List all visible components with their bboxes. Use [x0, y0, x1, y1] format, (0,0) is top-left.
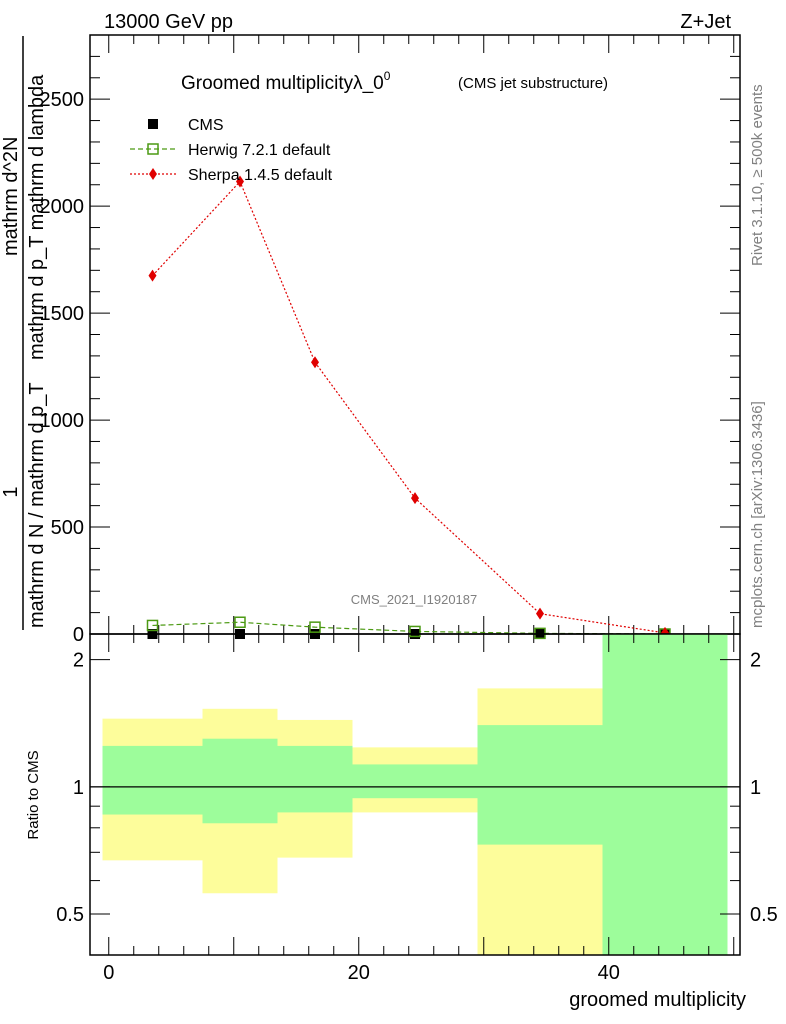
ratio-panel: 0.5 0.5 1 1 2 2 0 20 40: [56, 633, 778, 984]
main-yticks: 0 500 1000 1500 2000 2500: [40, 34, 740, 646]
main-ytick-label: 2000: [40, 196, 85, 218]
ylabel-denominator: mathrm d N / mathrm d p_T: [26, 382, 48, 628]
sherpa-point: [148, 269, 157, 282]
ratio-ytick-label-right: 1: [750, 777, 761, 799]
mcplots-label: mcplots.cern.ch [arXiv:1306.3436]: [749, 401, 766, 628]
herwig-point: [146, 619, 159, 632]
legend-sherpa: Sherpa 1.4.5 default: [130, 167, 333, 184]
ratio-frame: [89, 633, 741, 956]
ratio-ylabel: Ratio to CMS: [25, 750, 42, 839]
main-ytick-label: 1000: [40, 410, 85, 432]
ratio-xtick-label: 0: [103, 962, 114, 984]
legend-herwig: Herwig 7.2.1 default: [130, 142, 331, 159]
analysis-watermark: CMS_2021_I1920187: [351, 592, 478, 607]
main-panel: 0 500 1000 1500 2000 2500: [40, 34, 741, 646]
sherpa-point: [536, 607, 544, 620]
ratio-ytick-label: 0.5: [56, 904, 84, 926]
herwig-point: [147, 143, 159, 155]
ratio-xtick-label: 40: [598, 962, 620, 984]
ratio-band-inner: [102, 745, 203, 815]
ratio-xticks: 0 20 40: [103, 634, 735, 984]
chart-title: Groomed multiplicityλ_00: [181, 69, 391, 94]
ylabel-numerator: 1: [0, 486, 22, 497]
energy-label: 13000 GeV pp: [104, 11, 233, 33]
sherpa-point: [236, 175, 244, 188]
chart-title-sup: 0: [384, 69, 391, 83]
main-ytick-label: 1500: [40, 303, 85, 325]
rivet-label: Rivet 3.1.10, ≥ 500k events: [749, 84, 766, 266]
x-axis-label: groomed multiplicity: [569, 989, 746, 1011]
ratio-xtick-label: 20: [348, 962, 370, 984]
main-xticks: [108, 35, 735, 634]
cms-point: [148, 119, 158, 129]
legend: CMS Herwig 7.2.1 default Sherpa 1.4.5 defa…: [130, 117, 333, 184]
ratio-band-inner: [202, 738, 278, 824]
ylabel-right-top: mathrm d^2N: [0, 137, 22, 256]
main-ytick-label: 0: [73, 624, 84, 646]
legend-sherpa-label: Sherpa 1.4.5 default: [188, 167, 333, 184]
ylabel-right-bottom: mathrm d p_T mathrm d lambda: [26, 74, 48, 360]
ratio-ytick-label: 2: [73, 650, 84, 672]
ratio-band-inner: [602, 634, 728, 955]
ratio-ytick-label: 1: [73, 777, 84, 799]
legend-cms-label: CMS: [188, 117, 224, 134]
chart-title-lambda: λ_0: [353, 73, 384, 94]
main-ylabel: 1 mathrm d N / mathrm d p_T mathrm d^2N …: [0, 36, 48, 630]
ratio-band-inner: [477, 725, 603, 845]
sherpa-point: [311, 356, 319, 369]
ratio-ytick-label-right: 2: [750, 650, 761, 672]
herwig-point: [409, 625, 421, 638]
sherpa-point: [149, 168, 157, 180]
process-label: Z+Jet: [680, 11, 731, 33]
main-series: [146, 175, 671, 640]
chart-subtitle: (CMS jet substructure): [458, 75, 608, 92]
ratio-ytick-label-right: 0.5: [750, 904, 778, 926]
herwig-point: [234, 616, 246, 628]
ratio-yticks: 0.5 0.5 1 1 2 2: [56, 650, 778, 956]
main-ytick-label: 2500: [40, 89, 85, 111]
herwig-point: [309, 621, 321, 633]
chart-title-main: Groomed multiplicity: [181, 73, 354, 94]
main-ytick-label: 500: [51, 517, 84, 539]
ratio-band-inner: [277, 745, 353, 813]
legend-cms: CMS: [148, 117, 224, 134]
legend-herwig-label: Herwig 7.2.1 default: [188, 142, 331, 159]
ratio-band-inner: [352, 764, 478, 799]
sherpa-point: [411, 492, 419, 505]
ratio-bands: [102, 634, 728, 955]
sherpa-line: [152, 180, 666, 634]
